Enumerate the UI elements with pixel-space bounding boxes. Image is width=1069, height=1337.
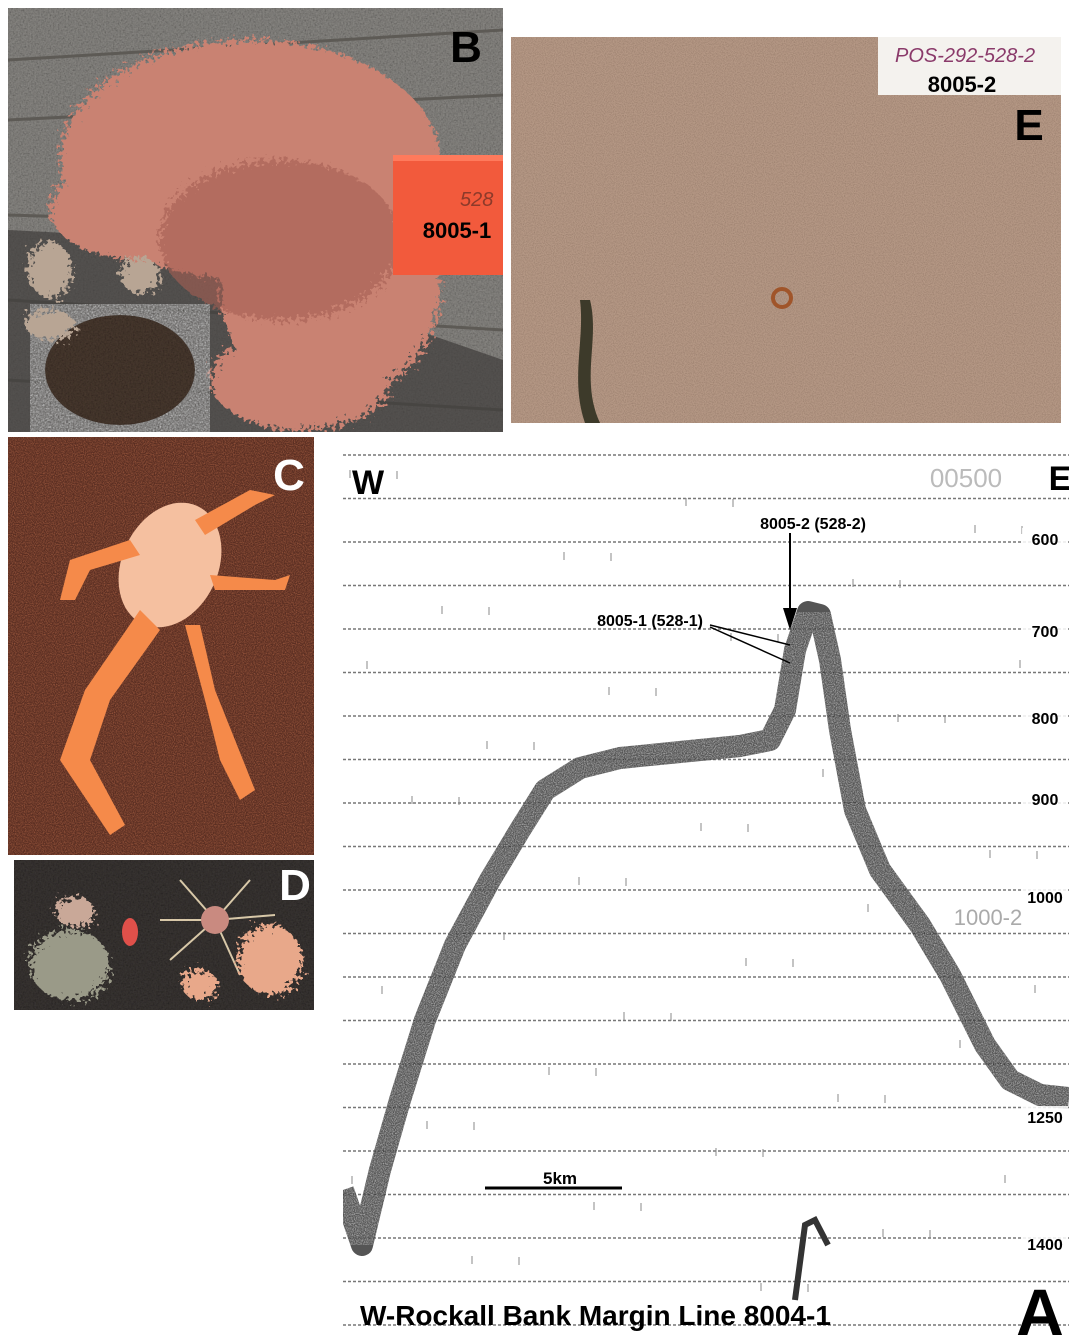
box-number: 528	[460, 189, 493, 211]
photo-c: C	[8, 437, 314, 855]
depth-label: 900	[1032, 792, 1059, 809]
depth-label: 1000	[1027, 890, 1063, 907]
annotation: 8005-2 (528-2)	[760, 516, 866, 533]
panel-label: C	[273, 451, 305, 500]
panel-label: E	[1014, 101, 1043, 150]
photo-d: D	[14, 860, 314, 1010]
photo-b: 528 8005-1 B	[8, 8, 513, 432]
caption: W-Rockall Bank Margin Line 8004-1	[360, 1300, 831, 1331]
panel-label: B	[450, 23, 482, 72]
depth-label: 700	[1032, 624, 1059, 641]
counter: 1000-2	[954, 905, 1023, 930]
panel-label: A	[1016, 1275, 1064, 1337]
counter: 00500	[930, 463, 1002, 493]
sample-tag: 8005-1	[423, 218, 492, 243]
handwritten-tag: POS-292-528-2	[895, 45, 1035, 67]
depth-label: 800	[1032, 711, 1059, 728]
west-label: W	[352, 464, 385, 502]
depth-label: 1250	[1027, 1110, 1063, 1127]
figure: 528 8005-1 B POS-292-528-2 8005-2 E C	[0, 0, 1069, 1337]
depth-label: 600	[1032, 532, 1059, 549]
panel-label: D	[279, 861, 311, 910]
sample-tag: 8005-2	[928, 72, 997, 97]
annotation: 8005-1 (528-1)	[597, 613, 703, 630]
scale-label: 5km	[543, 1169, 577, 1188]
depth-label: 1400	[1027, 1237, 1063, 1254]
east-label: E	[1049, 460, 1069, 498]
photo-e: POS-292-528-2 8005-2 E	[511, 37, 1061, 423]
echogram: W E 00500 1000-2 600 700 800 900 1000 1250 140…	[343, 437, 1069, 1337]
